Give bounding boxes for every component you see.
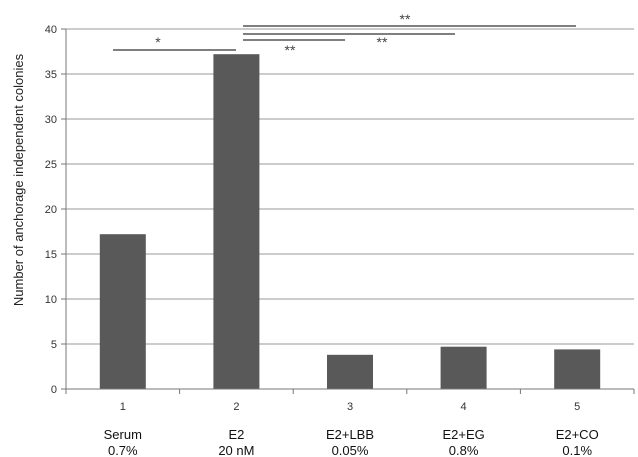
bar xyxy=(440,346,487,389)
y-tick-label: 0 xyxy=(51,384,57,396)
bar xyxy=(99,234,146,389)
x-tick-label: 2 xyxy=(233,401,239,413)
significance-stars: ** xyxy=(285,42,296,58)
y-tick-label: 40 xyxy=(45,24,57,36)
x-tick-label: 5 xyxy=(574,401,580,413)
category-name-label: E2 xyxy=(228,427,244,442)
bar xyxy=(327,354,373,389)
x-tick-label: 4 xyxy=(461,401,467,413)
y-tick-label: 5 xyxy=(51,339,57,351)
y-tick-label: 30 xyxy=(45,114,57,126)
y-tick-label: 35 xyxy=(45,69,57,81)
bar xyxy=(554,349,601,389)
significance-stars: ** xyxy=(377,34,388,50)
y-tick-label: 15 xyxy=(45,249,57,261)
y-tick-label: 25 xyxy=(45,159,57,171)
x-tick-label: 3 xyxy=(347,401,353,413)
significance-stars: ** xyxy=(400,11,411,27)
category-name-label: E2+CO xyxy=(556,427,599,442)
bars xyxy=(99,54,601,389)
y-tick-labels: 0 5 10 15 20 25 30 35 40 xyxy=(45,24,57,396)
axes xyxy=(61,28,635,394)
x-tick-label: 1 xyxy=(120,401,126,413)
category-dose-label: 20 nM xyxy=(218,443,254,457)
y-tick-label: 10 xyxy=(45,294,57,306)
category-dose-label: 0.1% xyxy=(562,443,592,457)
y-tick-label: 20 xyxy=(45,204,57,216)
significance-annotations: * ** **** xyxy=(113,11,576,58)
category-name-label: Serum xyxy=(104,427,142,442)
grid-lines xyxy=(66,28,634,345)
category-name-label: E2+EG xyxy=(442,427,484,442)
category-dose-label: 0.7% xyxy=(108,443,138,457)
category-dose-label: 0.05% xyxy=(332,443,369,457)
x-tick-labels: 1 2 3 4 5 xyxy=(120,401,581,413)
category-name-label: E2+LBB xyxy=(326,427,374,442)
significance-stars: * xyxy=(155,34,161,50)
category-dose-label: 0.8% xyxy=(449,443,479,457)
y-axis-label: Number of anchorage independent colonies xyxy=(11,53,26,306)
bar xyxy=(213,54,260,389)
